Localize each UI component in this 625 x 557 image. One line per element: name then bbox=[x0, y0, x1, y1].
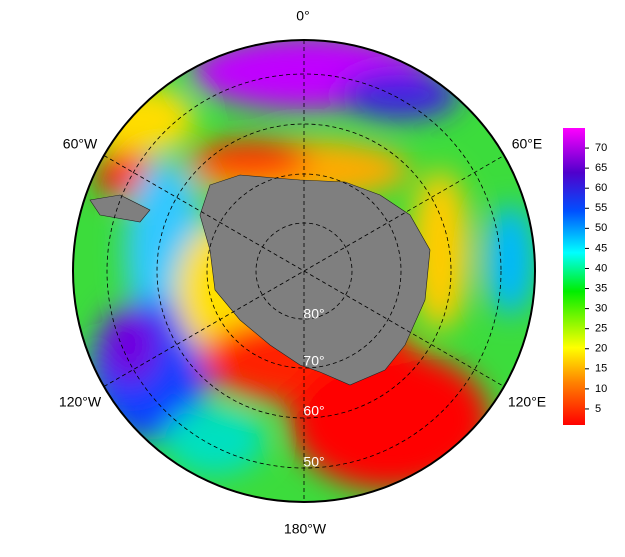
colorbar-tick-label: 70 bbox=[595, 142, 607, 154]
latitude-label: 50° bbox=[303, 454, 324, 470]
graticule bbox=[103, 40, 505, 502]
longitude-label: 120°E bbox=[508, 394, 546, 410]
colorbar-tick-label: 10 bbox=[595, 383, 607, 395]
latitude-labels: 80° 70° 60° 50° bbox=[303, 306, 324, 470]
map-border bbox=[72, 39, 536, 503]
latitude-label: 60° bbox=[303, 403, 324, 419]
latitude-label: 70° bbox=[303, 353, 324, 369]
colorbar-tick-label: 55 bbox=[595, 202, 607, 214]
colorbar-tick-label: 25 bbox=[595, 323, 607, 335]
latitude-label: 80° bbox=[303, 306, 324, 322]
colorbar-tick-label: 50 bbox=[595, 222, 607, 234]
antarctica bbox=[199, 174, 431, 386]
colorbar-tick-label: 15 bbox=[595, 363, 607, 375]
longitude-label: 180°W bbox=[284, 521, 327, 537]
longitude-label: 120°W bbox=[59, 394, 102, 410]
colorbar-tick-label: 60 bbox=[595, 182, 607, 194]
colorbar-tick-label: 65 bbox=[595, 162, 607, 174]
colorbar-ramp bbox=[563, 128, 585, 425]
longitude-label: 60°E bbox=[512, 136, 543, 152]
south-america-tip bbox=[89, 194, 151, 223]
colorbar-tick-label: 5 bbox=[595, 403, 601, 415]
colorbar: 5 10 15 20 25 30 35 40 45 50 55 60 65 70 bbox=[563, 128, 607, 425]
colorbar-tick-label: 30 bbox=[595, 303, 607, 315]
colorbar-tick-label: 35 bbox=[595, 282, 607, 294]
colorbar-tick-label: 20 bbox=[595, 343, 607, 355]
colorbar-tick-label: 45 bbox=[595, 242, 607, 254]
colorbar-tick-label: 40 bbox=[595, 262, 607, 274]
longitude-label: 60°W bbox=[63, 136, 98, 152]
longitude-label: 0° bbox=[296, 8, 309, 24]
longitude-labels: 0° 60°E 120°E 180°W 120°W 60°W bbox=[59, 8, 546, 537]
